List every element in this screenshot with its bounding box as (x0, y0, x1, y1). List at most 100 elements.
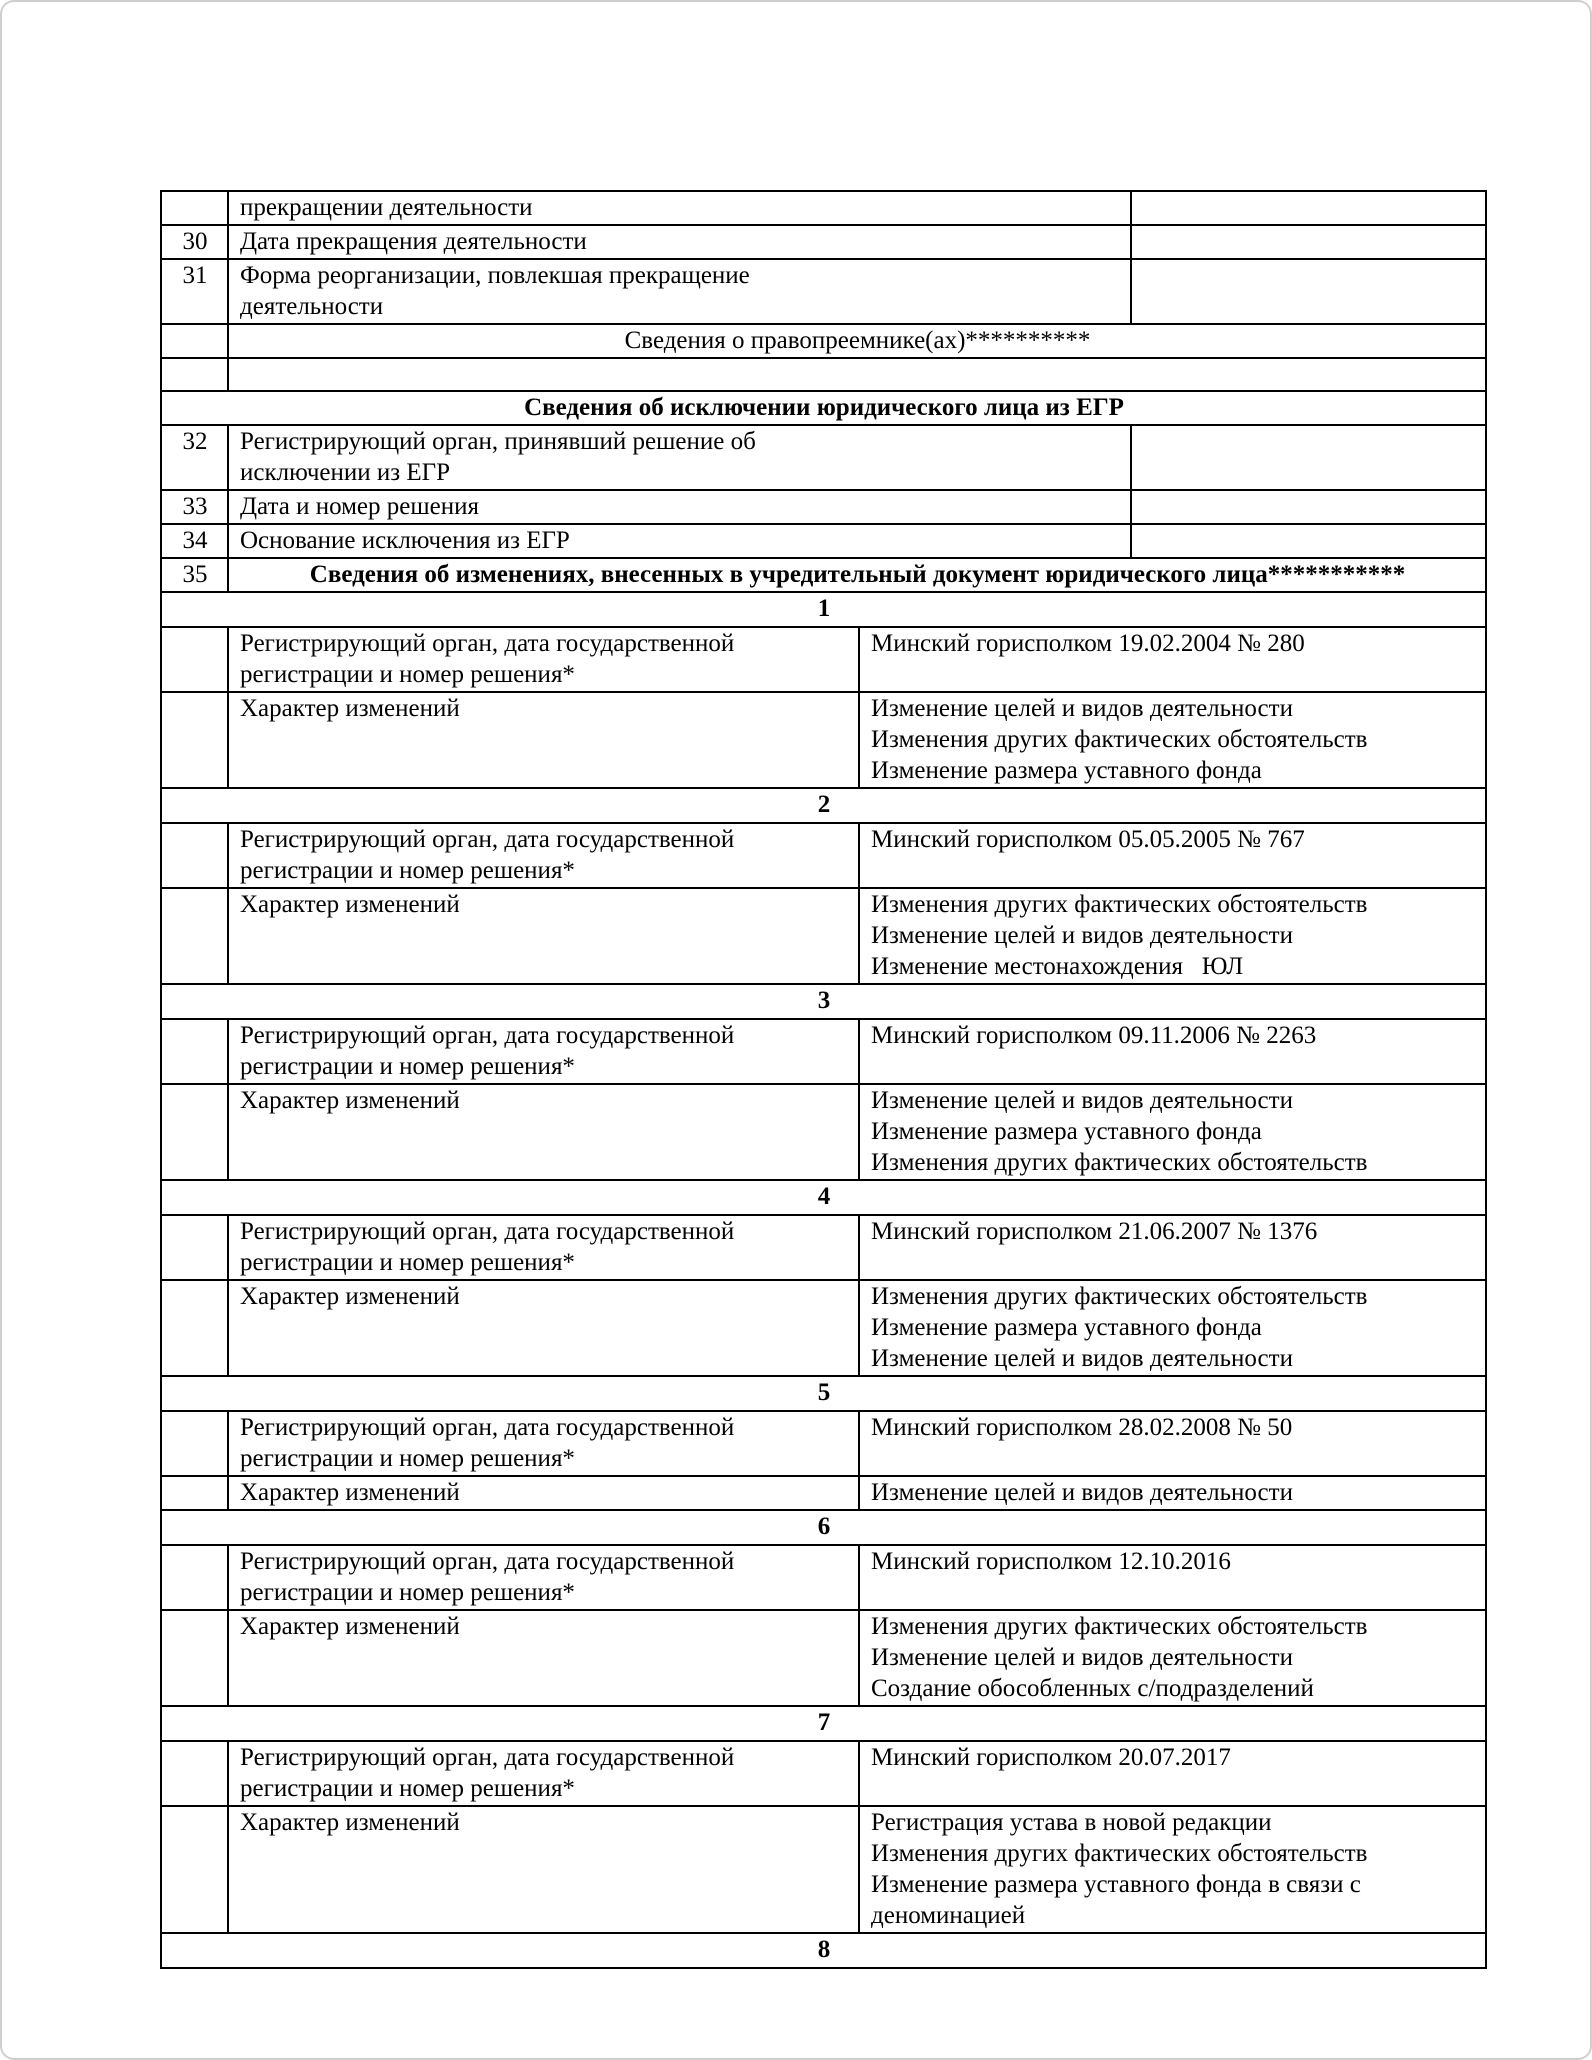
field-value-cell (1130, 489, 1488, 525)
amendment-number-header: 4 (159, 1179, 1488, 1216)
field-label-cell: Характер изменений (227, 1805, 860, 1934)
row-number-cell (160, 1475, 229, 1511)
row-number-cell: 32 (160, 424, 229, 491)
empty-cell (226, 357, 1488, 392)
row-number-cell: 31 (160, 258, 229, 325)
field-label-cell: Регистрирующий орган, дата государственн… (227, 1544, 860, 1611)
field-value-cell: Минский горисполком 09.11.2006 № 2263 (857, 1018, 1488, 1085)
amendment-number-header: 3 (159, 983, 1488, 1020)
field-value-cell (1130, 190, 1488, 226)
amendments-section-header: Сведения об изменениях, внесенных в учре… (226, 557, 1488, 593)
field-value-cell: Изменения других фактических обстоятельс… (857, 887, 1488, 985)
amendment-number-row: 6 (159, 1509, 1488, 1546)
change-line: Изменение целей и видов деятельности (871, 1644, 1293, 1671)
field-label-cell: Регистрирующий орган, дата государственн… (227, 626, 860, 693)
change-line: Изменения других фактических обстоятельс… (871, 1840, 1368, 1867)
table-row: 31 Форма реорганизации, повлекшая прекра… (160, 258, 1488, 325)
change-line: Изменения других фактических обстоятельс… (871, 1149, 1368, 1176)
field-label-cell: Характер изменений (227, 1083, 860, 1181)
field-label-cell: Характер изменений (227, 691, 860, 789)
change-line: Создание обособленных с/подразделений (871, 1675, 1314, 1702)
table-row: 30 Дата прекращения деятельности (160, 224, 1488, 260)
amendment-number-row: 5 (159, 1375, 1488, 1412)
change-line: Изменение целей и видов деятельности (871, 1479, 1293, 1506)
table-row: Регистрирующий орган, дата государственн… (160, 1544, 1488, 1611)
row-number-cell (160, 1410, 229, 1477)
field-value-cell: Изменение целей и видов деятельности Изме… (857, 1083, 1488, 1181)
field-label-cell: Регистрирующий орган, дата государственн… (227, 1214, 860, 1281)
field-label-cell: Характер изменений (227, 887, 860, 985)
amendment-sections-body: 1 Регистрирующий орган, дата государствен… (159, 591, 1488, 1969)
field-label-cell: Дата прекращения деятельности (226, 224, 1133, 260)
field-label-cell: Дата и номер решения (226, 489, 1133, 525)
field-value-cell (1130, 224, 1488, 260)
amendment-number-row: 3 (159, 983, 1488, 1020)
change-line: Изменения других фактических обстоятельс… (871, 1613, 1368, 1640)
field-value-cell (1130, 424, 1488, 491)
row-number-cell (160, 887, 229, 985)
amendment-number-row: 8 (159, 1932, 1488, 1969)
amendment-number-row: 1 (159, 591, 1488, 628)
table-row: Характер изменений Изменения других факти… (160, 1609, 1488, 1707)
table-row: Характер изменений Изменения других факти… (160, 1279, 1488, 1377)
row-number-cell (160, 1083, 229, 1181)
row-number-cell: 34 (160, 523, 229, 559)
field-label-cell: Регистрирующий орган, дата государственн… (227, 1740, 860, 1807)
change-line: Изменения других фактических обстоятельс… (871, 891, 1368, 918)
change-line: Изменение целей и видов деятельности (871, 695, 1293, 722)
field-value-cell: Изменения других фактических обстоятельс… (857, 1609, 1488, 1707)
amendment-number-header: 7 (159, 1705, 1488, 1742)
field-label-cell: прекращении деятельности (226, 190, 1133, 226)
field-value-cell (1130, 258, 1488, 325)
field-value-cell: Изменения других фактических обстоятельс… (857, 1279, 1488, 1377)
table-row: Характер изменений Изменения других факти… (160, 887, 1488, 985)
row-number-cell (160, 1544, 229, 1611)
field-value-cell: Изменение целей и видов деятельности (857, 1475, 1488, 1511)
field-label-cell: Форма реорганизации, повлекшая прекращен… (226, 258, 1133, 325)
change-line: Изменение местонахождения ЮЛ (871, 953, 1244, 980)
field-value-cell: Минский горисполком 28.02.2008 № 50 (857, 1410, 1488, 1477)
row-number-cell (160, 1805, 229, 1934)
row-number-cell (160, 626, 229, 693)
row-number-cell (160, 1214, 229, 1281)
change-line: Изменение размера уставного фонда (871, 757, 1262, 784)
row-number-cell (160, 357, 229, 392)
field-label-cell: Характер изменений (227, 1475, 860, 1511)
table-row: 35 Сведения об изменениях, внесенных в у… (160, 557, 1488, 593)
change-line: Изменения других фактических обстоятельс… (871, 1283, 1368, 1310)
field-value-cell: Изменение целей и видов деятельности Изме… (857, 691, 1488, 789)
amendment-number-header: 1 (159, 591, 1488, 628)
field-value-cell (1130, 523, 1488, 559)
field-label-cell: Регистрирующий орган, дата государственн… (227, 1410, 860, 1477)
field-label-cell: Регистрирующий орган, принявший решение … (226, 424, 1133, 491)
table-row: Регистрирующий орган, дата государственн… (160, 626, 1488, 693)
row-number-cell: 35 (160, 557, 229, 593)
table-row: Характер изменений Изменение целей и видо… (160, 1083, 1488, 1181)
amendment-number-header: 6 (159, 1509, 1488, 1546)
table-row: Регистрирующий орган, дата государственн… (160, 1018, 1488, 1085)
table-row: Характер изменений Изменение целей и видо… (160, 1475, 1488, 1511)
table-row: Сведения о правопреемнике(ах)********** (160, 323, 1488, 359)
amendment-number-header: 5 (159, 1375, 1488, 1412)
amendment-number-header: 2 (159, 787, 1488, 824)
field-label-cell: Регистрирующий орган, дата государственн… (227, 822, 860, 889)
field-value-cell: Минский горисполком 21.06.2007 № 1376 (857, 1214, 1488, 1281)
change-line: Регистрация устава в новой редакции (871, 1809, 1272, 1836)
row-number-cell (160, 323, 229, 359)
field-value-cell: Регистрация устава в новой редакции Измен… (857, 1805, 1488, 1934)
field-label-cell: Основание исключения из ЕГР (226, 523, 1133, 559)
row-number-cell (160, 822, 229, 889)
table-row: Регистрирующий орган, дата государственн… (160, 822, 1488, 889)
row-number-cell (160, 190, 229, 226)
field-label-cell: Характер изменений (227, 1279, 860, 1377)
exclusion-section-header: Сведения об исключении юридического лица… (159, 390, 1488, 426)
field-value-cell: Минский горисполком 05.05.2005 № 767 (857, 822, 1488, 889)
change-line: Изменение целей и видов деятельности (871, 1345, 1293, 1372)
table-row: 32 Регистрирующий орган, принявший решен… (160, 424, 1488, 491)
field-label-cell: Регистрирующий орган, дата государственн… (227, 1018, 860, 1085)
table-row: Регистрирующий орган, дата государственн… (160, 1410, 1488, 1477)
table-row: Регистрирующий орган, дата государственн… (160, 1214, 1488, 1281)
successor-section-header: Сведения о правопреемнике(ах)********** (226, 323, 1488, 359)
table-row: Характер изменений Изменение целей и видо… (160, 691, 1488, 789)
top-rows-body: прекращении деятельности 30 Дата прекращ… (159, 190, 1488, 593)
